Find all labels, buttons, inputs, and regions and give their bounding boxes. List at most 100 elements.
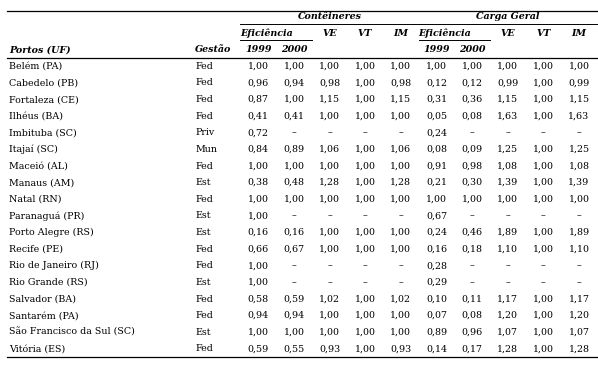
Text: 0,89: 0,89: [426, 328, 447, 337]
Text: –: –: [469, 278, 474, 287]
Text: Eficiência: Eficiência: [419, 28, 471, 38]
Text: 0,10: 0,10: [426, 295, 447, 304]
Text: 1,00: 1,00: [497, 195, 518, 204]
Text: 0,55: 0,55: [283, 345, 304, 353]
Text: Fed: Fed: [196, 162, 213, 170]
Text: 1,00: 1,00: [390, 311, 411, 320]
Text: 1,00: 1,00: [248, 278, 269, 287]
Text: 1,00: 1,00: [533, 295, 554, 304]
Text: 0,98: 0,98: [319, 78, 340, 88]
Text: 0,94: 0,94: [283, 311, 304, 320]
Text: Fed: Fed: [196, 62, 213, 71]
Text: VE: VE: [501, 28, 515, 38]
Text: VT: VT: [358, 28, 373, 38]
Text: 0,93: 0,93: [319, 345, 340, 353]
Text: 1,63: 1,63: [568, 112, 590, 121]
Text: 0,98: 0,98: [462, 162, 483, 170]
Text: 1,00: 1,00: [355, 95, 376, 104]
Text: Est: Est: [196, 178, 210, 187]
Text: 0,24: 0,24: [426, 128, 447, 137]
Text: 1,39: 1,39: [497, 178, 518, 187]
Text: 0,18: 0,18: [462, 245, 483, 254]
Text: 1,20: 1,20: [497, 311, 518, 320]
Text: 1,00: 1,00: [533, 162, 554, 170]
Text: –: –: [291, 128, 296, 137]
Text: Est: Est: [196, 278, 210, 287]
Text: –: –: [327, 211, 332, 220]
Text: Cabedelo (PB): Cabedelo (PB): [9, 78, 78, 88]
Text: 1,00: 1,00: [248, 195, 269, 204]
Text: 1,00: 1,00: [355, 245, 376, 254]
Text: 0,28: 0,28: [426, 261, 447, 270]
Text: 1,00: 1,00: [355, 178, 376, 187]
Text: Fed: Fed: [196, 78, 213, 88]
Text: 1,00: 1,00: [248, 162, 269, 170]
Text: 0,36: 0,36: [462, 95, 483, 104]
Text: –: –: [291, 211, 296, 220]
Text: 1,00: 1,00: [319, 162, 340, 170]
Text: 1,00: 1,00: [355, 78, 376, 88]
Text: 1,39: 1,39: [568, 178, 590, 187]
Text: 1,00: 1,00: [283, 195, 304, 204]
Text: 1,00: 1,00: [319, 245, 340, 254]
Text: Fed: Fed: [196, 345, 213, 353]
Text: 1,89: 1,89: [497, 228, 518, 237]
Text: 0,96: 0,96: [248, 78, 269, 88]
Text: 1,06: 1,06: [319, 145, 340, 154]
Text: 1,00: 1,00: [533, 228, 554, 237]
Text: Vitória (ES): Vitória (ES): [9, 345, 65, 353]
Text: 1,00: 1,00: [319, 62, 340, 71]
Text: Portos (UF): Portos (UF): [9, 45, 71, 54]
Text: 1,10: 1,10: [569, 245, 590, 254]
Text: Natal (RN): Natal (RN): [9, 195, 62, 204]
Text: 1,00: 1,00: [355, 112, 376, 121]
Text: 1,20: 1,20: [569, 311, 590, 320]
Text: 0,48: 0,48: [283, 178, 304, 187]
Text: Mun: Mun: [196, 145, 217, 154]
Text: 0,58: 0,58: [248, 295, 269, 304]
Text: –: –: [505, 261, 510, 270]
Text: –: –: [541, 278, 546, 287]
Text: Fed: Fed: [196, 261, 213, 270]
Text: 1,00: 1,00: [390, 328, 411, 337]
Text: 1,00: 1,00: [283, 95, 304, 104]
Text: IM: IM: [393, 28, 408, 38]
Text: 1,00: 1,00: [248, 261, 269, 270]
Text: –: –: [398, 211, 403, 220]
Text: –: –: [469, 211, 474, 220]
Text: 0,41: 0,41: [283, 112, 304, 121]
Text: 0,93: 0,93: [390, 345, 411, 353]
Text: 0,87: 0,87: [248, 95, 269, 104]
Text: 1,28: 1,28: [319, 178, 340, 187]
Text: 1,02: 1,02: [390, 295, 411, 304]
Text: 1999: 1999: [245, 45, 271, 54]
Text: 1,00: 1,00: [390, 228, 411, 237]
Text: São Francisco da Sul (SC): São Francisco da Sul (SC): [9, 328, 135, 337]
Text: 1,00: 1,00: [283, 328, 304, 337]
Text: –: –: [398, 128, 403, 137]
Text: Porto Alegre (RS): Porto Alegre (RS): [9, 228, 94, 237]
Text: Santarém (PA): Santarém (PA): [9, 311, 78, 320]
Text: 1,00: 1,00: [533, 345, 554, 353]
Text: 1,15: 1,15: [319, 95, 340, 104]
Text: 1999: 1999: [423, 45, 450, 54]
Text: 0,07: 0,07: [426, 311, 447, 320]
Text: 1,07: 1,07: [569, 328, 590, 337]
Text: Salvador (BA): Salvador (BA): [9, 295, 76, 304]
Text: 1,00: 1,00: [319, 328, 340, 337]
Text: 1,25: 1,25: [497, 145, 518, 154]
Text: 1,15: 1,15: [569, 95, 590, 104]
Text: 0,98: 0,98: [390, 78, 411, 88]
Text: 0,08: 0,08: [462, 311, 483, 320]
Text: Fortaleza (CE): Fortaleza (CE): [9, 95, 79, 104]
Text: Gestão: Gestão: [196, 45, 231, 54]
Text: 1,00: 1,00: [355, 311, 376, 320]
Text: 1,00: 1,00: [355, 162, 376, 170]
Text: 0,67: 0,67: [426, 211, 447, 220]
Text: Fed: Fed: [196, 195, 213, 204]
Text: –: –: [469, 261, 474, 270]
Text: 0,16: 0,16: [248, 228, 269, 237]
Text: 0,89: 0,89: [283, 145, 304, 154]
Text: 1,00: 1,00: [569, 62, 590, 71]
Text: –: –: [327, 261, 332, 270]
